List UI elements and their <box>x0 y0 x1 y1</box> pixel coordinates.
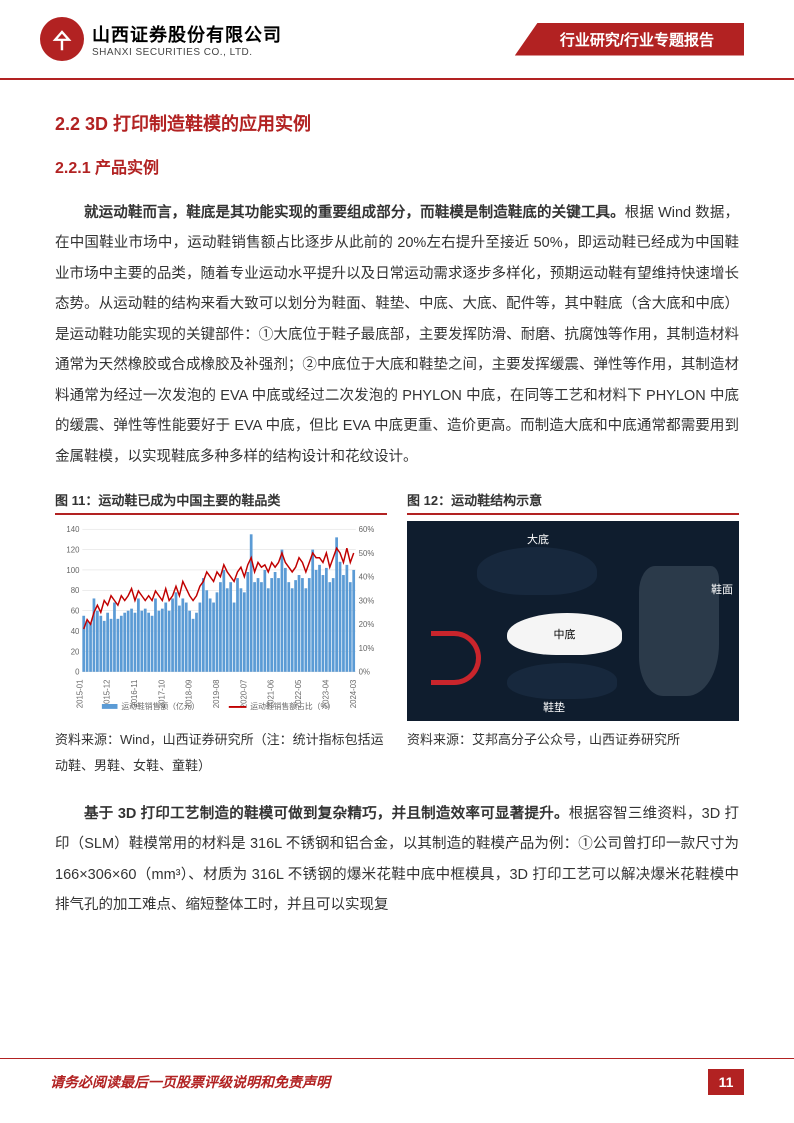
company-name-en: SHANXI SECURITIES CO., LTD. <box>92 47 282 58</box>
svg-text:120: 120 <box>66 545 80 554</box>
company-logo-icon: 㐃 <box>40 17 84 61</box>
svg-text:0%: 0% <box>359 668 370 677</box>
fig11-title: 图 11：运动鞋已成为中国主要的鞋品类 <box>55 490 387 515</box>
fig11-chart: 0 20 40 60 80 100 120 140 0% 10% 20% 30% 40% 50% 60% 20… <box>55 521 387 721</box>
svg-text:20: 20 <box>71 647 80 656</box>
paragraph-2: 基于 3D 打印工艺制造的鞋模可做到复杂精巧，并且制造效率可显著提升。根据容智三… <box>55 799 739 921</box>
svg-text:2024-03: 2024-03 <box>349 680 358 709</box>
upper-label: 鞋面 <box>711 581 733 597</box>
company-name-cn: 山西证券股份有限公司 <box>92 21 282 47</box>
paragraph-1: 就运动鞋而言，鞋底是其功能实现的重要组成部分，而鞋模是制造鞋底的关键工具。根据 … <box>55 198 739 472</box>
svg-text:140: 140 <box>66 525 80 534</box>
svg-text:30%: 30% <box>359 596 375 605</box>
para2-bold: 基于 3D 打印工艺制造的鞋模可做到复杂精巧，并且制造效率可显著提升。 <box>84 806 569 822</box>
svg-text:2019-08: 2019-08 <box>212 680 221 709</box>
svg-text:0: 0 <box>75 668 80 677</box>
svg-text:60%: 60% <box>359 525 375 534</box>
svg-text:100: 100 <box>66 566 80 575</box>
svg-text:10%: 10% <box>359 644 375 653</box>
upper-part <box>639 566 719 696</box>
fig12-source: 资料来源：艾邦高分子公众号，山西证券研究所 <box>407 727 739 753</box>
lace-part <box>431 631 481 685</box>
svg-text:40%: 40% <box>359 573 375 582</box>
page-footer: 请务必阅读最后一页股票评级说明和免责声明 11 <box>0 1058 794 1095</box>
section-heading-2: 2.2 3D 打印制造鞋模的应用实例 <box>55 110 739 136</box>
svg-text:40: 40 <box>71 627 80 636</box>
report-type-banner: 行业研究/行业专题报告 <box>515 23 744 56</box>
fig12-diagram: 大底 ↓ 中底 鞋面 ↓ 鞋垫 ↑ <box>407 521 739 721</box>
insole-label: 鞋垫 <box>543 699 565 715</box>
fig12-title: 图 12：运动鞋结构示意 <box>407 490 739 515</box>
logo: 㐃 山西证券股份有限公司 SHANXI SECURITIES CO., LTD. <box>40 17 282 61</box>
outsole-part <box>477 547 597 595</box>
figure-row: 图 11：运动鞋已成为中国主要的鞋品类 0 20 40 60 80 100 120 140 0%… <box>55 490 739 779</box>
fig11-source: 资料来源：Wind，山西证券研究所（注：统计指标包括运动鞋、男鞋、女鞋、童鞋） <box>55 727 387 779</box>
figure-11: 图 11：运动鞋已成为中国主要的鞋品类 0 20 40 60 80 100 120 140 0%… <box>55 490 387 779</box>
svg-text:50%: 50% <box>359 549 375 558</box>
insole-part <box>507 663 617 699</box>
svg-text:2020-07: 2020-07 <box>239 680 248 709</box>
svg-text:运动鞋销售额占比（%）: 运动鞋销售额占比（%） <box>250 701 335 711</box>
para1-bold: 就运动鞋而言，鞋底是其功能实现的重要组成部分，而鞋模是制造鞋底的关键工具。 <box>84 205 625 221</box>
midsole-part: 中底 <box>507 613 622 655</box>
footer-disclaimer: 请务必阅读最后一页股票评级说明和免责声明 <box>50 1072 330 1092</box>
page-header: 㐃 山西证券股份有限公司 SHANXI SECURITIES CO., LTD.… <box>0 0 794 80</box>
svg-text:运动鞋销售额（亿元）: 运动鞋销售额（亿元） <box>121 701 199 711</box>
svg-text:80: 80 <box>71 586 80 595</box>
main-content: 2.2 3D 打印制造鞋模的应用实例 2.2.1 产品实例 就运动鞋而言，鞋底是… <box>0 80 794 921</box>
svg-text:20%: 20% <box>359 620 375 629</box>
outsole-label: 大底 <box>527 531 549 547</box>
page-number: 11 <box>708 1069 744 1095</box>
para1-body: 根据 Wind 数据，在中国鞋业市场中，运动鞋销售额占比逐步从此前的 20%左右… <box>55 205 739 465</box>
svg-text:2015-01: 2015-01 <box>75 680 84 709</box>
figure-12: 图 12：运动鞋结构示意 大底 ↓ 中底 鞋面 ↓ 鞋垫 ↑ 资料来源：艾邦高分… <box>407 490 739 779</box>
para2-body: 根据容智三维资料，3D 打印（SLM）鞋模常用的材料是 316L 不锈钢和铝合金… <box>55 806 739 913</box>
section-heading-3: 2.2.1 产品实例 <box>55 154 739 178</box>
svg-text:2015-12: 2015-12 <box>103 680 112 709</box>
svg-text:60: 60 <box>71 607 80 616</box>
